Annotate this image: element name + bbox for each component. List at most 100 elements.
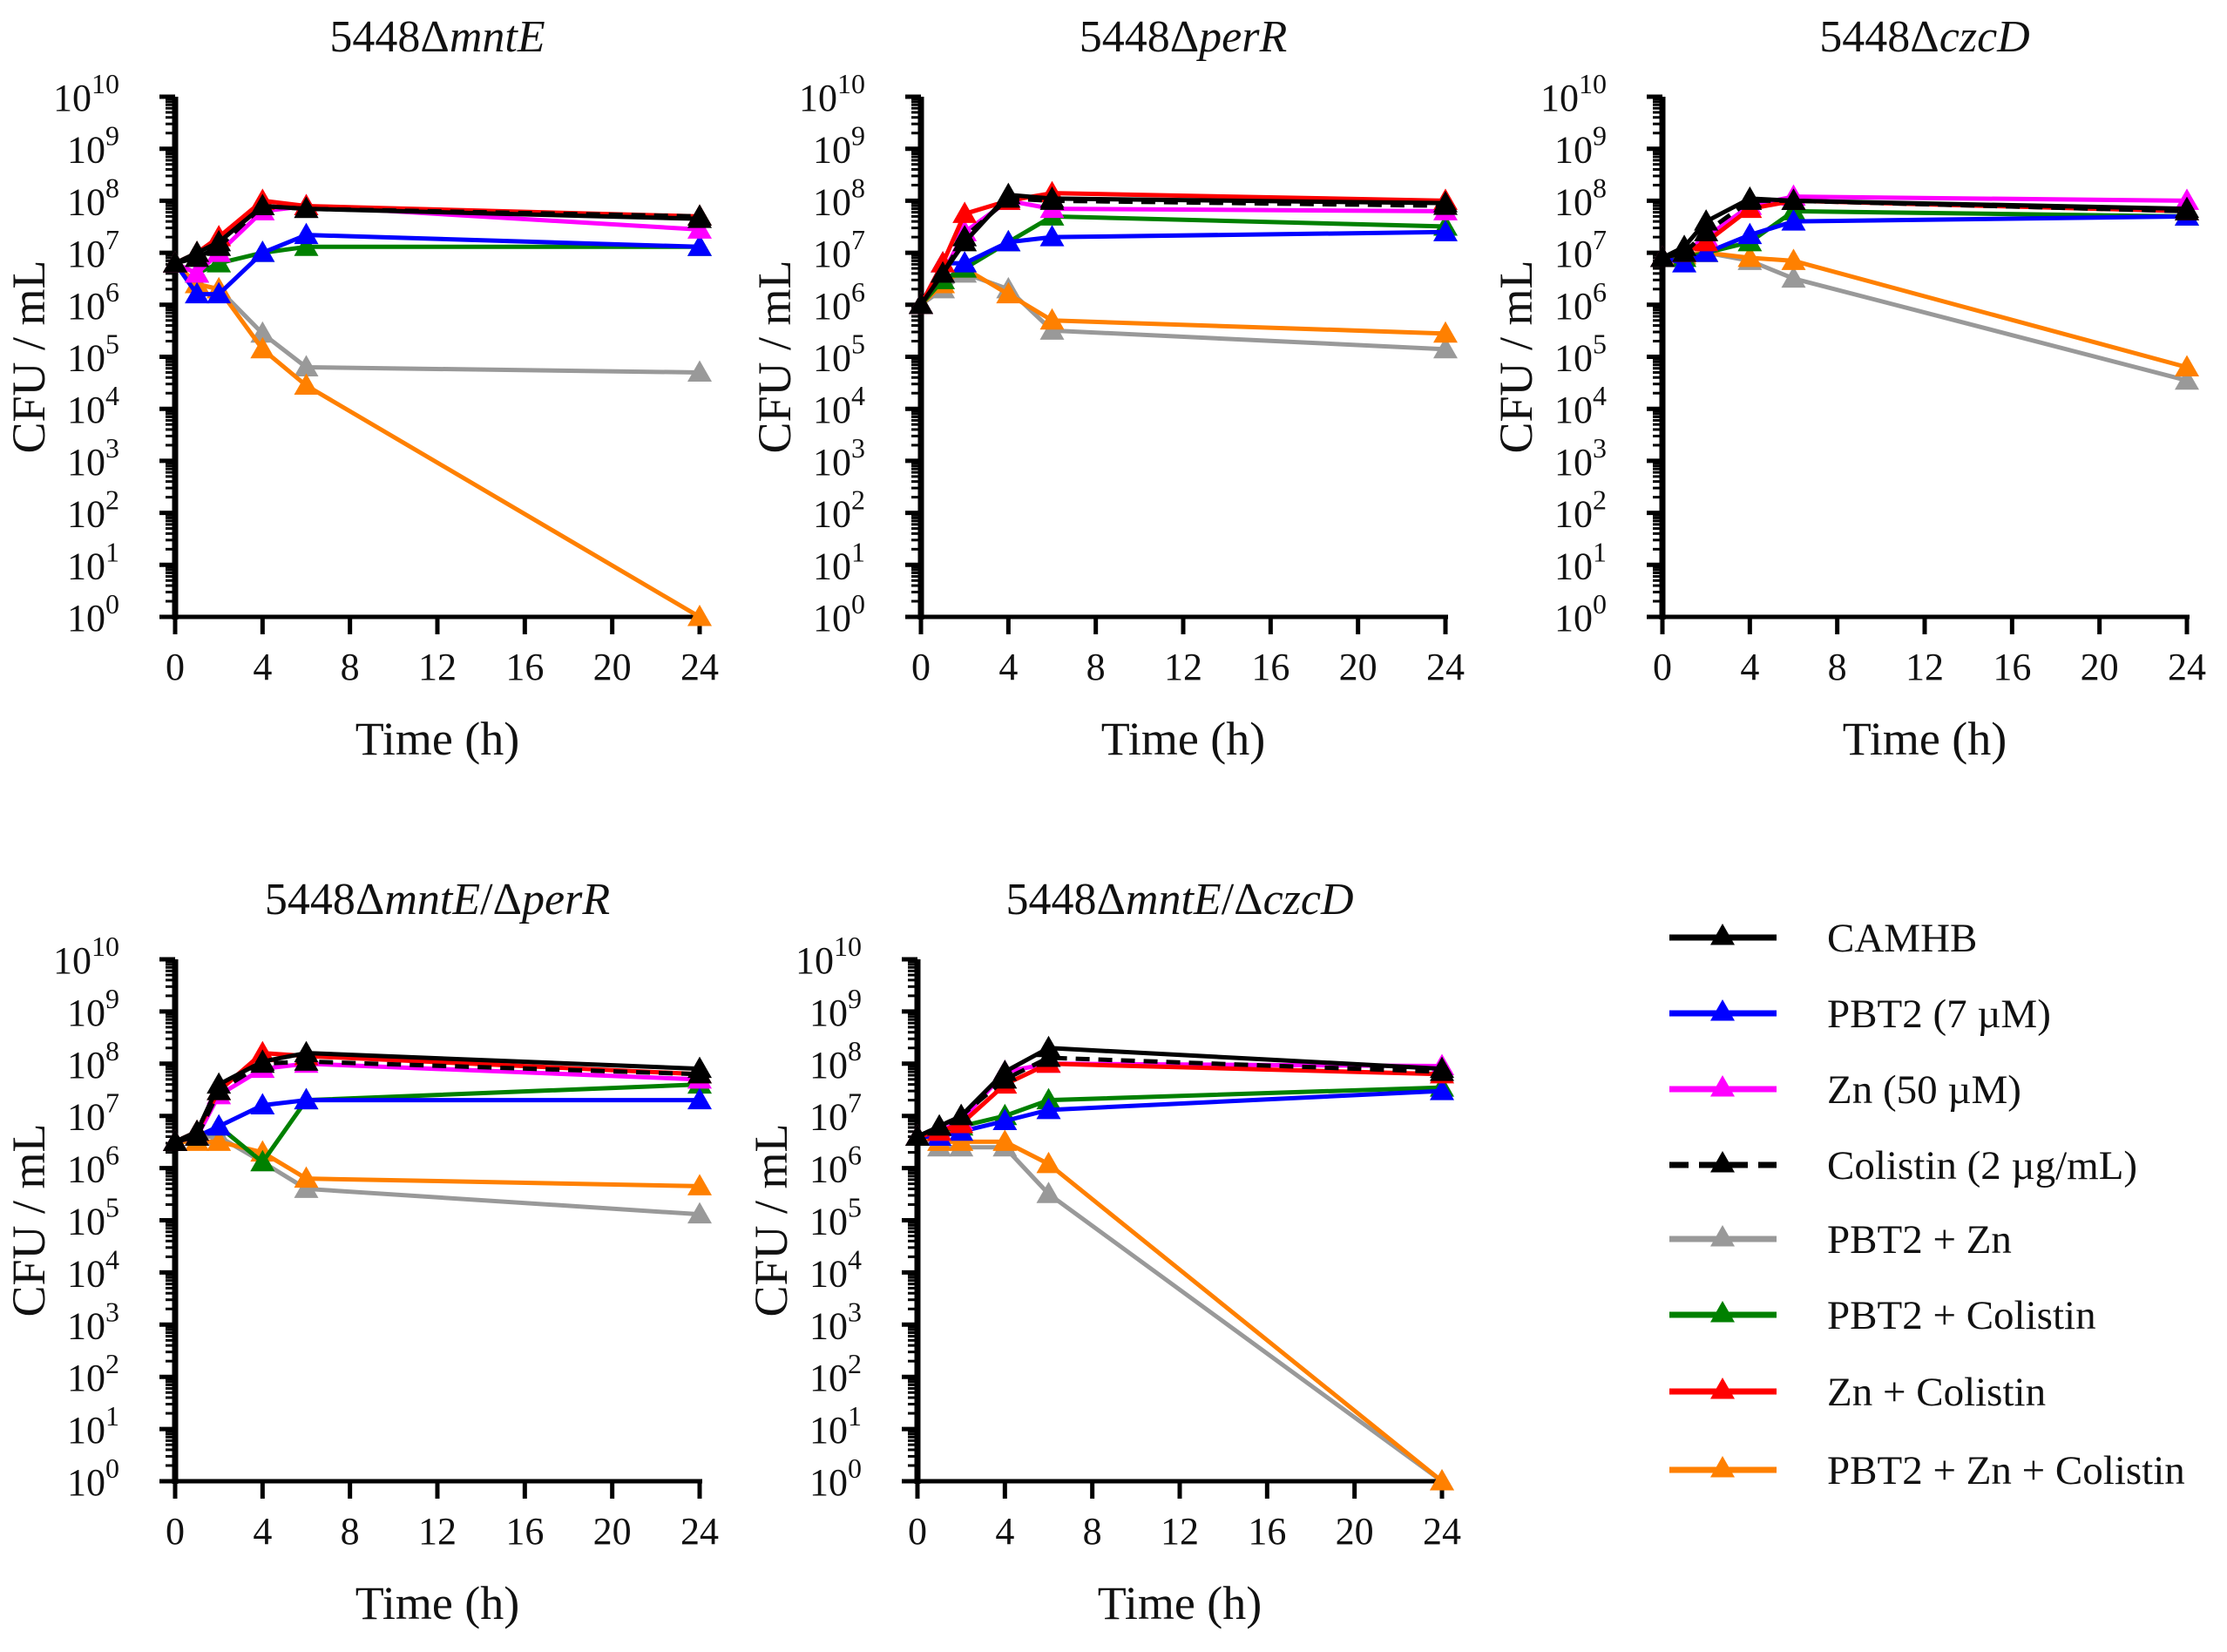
y-tick-exponent: 7 <box>105 224 119 255</box>
y-tick-base: 10 <box>67 597 105 640</box>
x-tick-label: 16 <box>1993 646 2031 688</box>
chart-title: 5448ΔmntE <box>329 12 545 62</box>
series-pbt2-colistin <box>163 1072 712 1172</box>
y-tick-base: 10 <box>67 337 105 380</box>
x-tick-label: 12 <box>1161 1510 1199 1553</box>
series-pbt2-zn-colistin <box>1650 240 2199 376</box>
y-tick-exponent: 8 <box>105 1035 119 1066</box>
legend-marker <box>1710 1225 1735 1247</box>
x-tick-label: 0 <box>911 646 931 688</box>
y-tick-exponent: 2 <box>1593 484 1607 516</box>
x-axis-label: Time (h) <box>1843 713 2007 765</box>
x-tick-label: 0 <box>1653 646 1672 688</box>
y-tick-base: 10 <box>1554 493 1593 536</box>
y-tick-label: 106 <box>1554 276 1607 328</box>
y-tick-label: 102 <box>1554 484 1607 536</box>
x-tick-label: 12 <box>418 646 457 688</box>
data-point <box>931 261 956 283</box>
y-tick-exponent: 3 <box>848 1296 862 1327</box>
y-tick-exponent: 0 <box>848 1452 862 1484</box>
data-point <box>909 292 933 315</box>
x-tick-label: 20 <box>1336 1510 1374 1553</box>
legend-label: Colistin (2 µg/mL) <box>1827 1143 2137 1188</box>
chart-title: 5448ΔperR <box>1080 12 1288 62</box>
y-tick-exponent: 4 <box>848 1243 862 1275</box>
legend-label: Zn (50 µM) <box>1827 1067 2021 1113</box>
y-tick-base: 10 <box>67 1201 105 1243</box>
data-point <box>185 240 210 262</box>
y-tick-exponent: 1 <box>851 536 865 567</box>
y-tick-base: 10 <box>1554 129 1593 172</box>
legend-item: PBT2 + Zn + Colistin <box>1669 1448 2185 1493</box>
data-point <box>1781 209 1806 231</box>
y-tick-exponent: 4 <box>1593 380 1607 411</box>
data-point <box>163 251 187 273</box>
y-tick-base: 10 <box>813 441 851 484</box>
chart-title-part: mntE <box>1126 875 1222 924</box>
legend-item: Zn (50 µM) <box>1669 1067 2021 1113</box>
y-tick-exponent: 2 <box>105 1348 119 1379</box>
series-pbt2-zn-colistin <box>163 1129 712 1195</box>
data-point <box>1036 1035 1061 1058</box>
x-tick-label: 0 <box>908 1510 927 1553</box>
series-pbt2-7-m- <box>163 222 712 304</box>
legend-marker <box>1710 1151 1735 1173</box>
data-point <box>1781 248 1806 270</box>
series-pbt2-7-m- <box>163 1087 712 1151</box>
y-tick-base: 10 <box>809 1357 848 1399</box>
x-axis-label: Time (h) <box>355 713 520 765</box>
y-tick-exponent: 1 <box>105 1400 119 1432</box>
legend-item: CAMHB <box>1669 916 1977 961</box>
y-tick-exponent: 10 <box>1579 68 1607 99</box>
y-tick-label: 102 <box>809 1348 862 1399</box>
y-tick-exponent: 3 <box>105 1296 119 1327</box>
data-point <box>294 196 319 219</box>
x-tick-label: 20 <box>2081 646 2119 688</box>
y-tick-exponent: 6 <box>848 1140 862 1171</box>
x-tick-label: 12 <box>1905 646 1944 688</box>
data-point <box>952 201 978 223</box>
y-tick-label: 101 <box>67 536 119 587</box>
data-point <box>1650 245 1675 267</box>
legend-marker <box>1710 924 1735 945</box>
data-point <box>927 1114 952 1136</box>
y-tick-label: 103 <box>67 1296 119 1347</box>
chart-title-part: czcD <box>1263 875 1354 924</box>
y-tick-exponent: 7 <box>1593 224 1607 255</box>
y-tick-exponent: 8 <box>851 172 865 203</box>
legend-label: PBT2 + Zn + Colistin <box>1827 1448 2185 1493</box>
data-point <box>687 1202 712 1224</box>
y-tick-exponent: 9 <box>1593 120 1607 152</box>
y-tick-base: 10 <box>813 597 851 640</box>
y-tick-label: 100 <box>1554 588 1607 640</box>
y-tick-label: 104 <box>67 380 119 431</box>
y-tick-label: 109 <box>813 120 865 172</box>
y-tick-exponent: 7 <box>848 1087 862 1119</box>
x-tick-label: 16 <box>505 1510 544 1553</box>
y-tick-base: 10 <box>809 1252 848 1295</box>
y-tick-exponent: 1 <box>105 536 119 567</box>
y-tick-label: 103 <box>1554 432 1607 484</box>
series-pbt2-colistin <box>905 1075 1454 1147</box>
series-line <box>175 1139 701 1188</box>
y-tick-base: 10 <box>1554 441 1593 484</box>
series-pbt2-zn <box>1650 240 2199 390</box>
y-tick-base: 10 <box>1554 389 1593 431</box>
data-point <box>905 1124 930 1147</box>
data-point <box>185 261 210 283</box>
y-tick-base: 10 <box>813 233 851 275</box>
y-tick-base: 10 <box>809 1148 848 1191</box>
y-tick-exponent: 0 <box>105 588 119 620</box>
y-tick-base: 10 <box>67 129 105 172</box>
x-tick-label: 16 <box>1248 1510 1286 1553</box>
x-tick-label: 20 <box>1339 646 1377 688</box>
series-pbt2-zn-colistin <box>163 251 712 626</box>
data-point <box>687 1174 712 1195</box>
y-tick-exponent: 6 <box>105 1140 119 1171</box>
series-camhb <box>163 193 712 273</box>
y-tick-label: 107 <box>1554 224 1607 275</box>
chart-panel: 5448ΔmntE1001011021031041051061071081091… <box>3 12 719 765</box>
legend-label: PBT2 + Colistin <box>1827 1293 2096 1338</box>
data-point <box>250 240 275 262</box>
y-tick-label: 1010 <box>53 68 119 119</box>
